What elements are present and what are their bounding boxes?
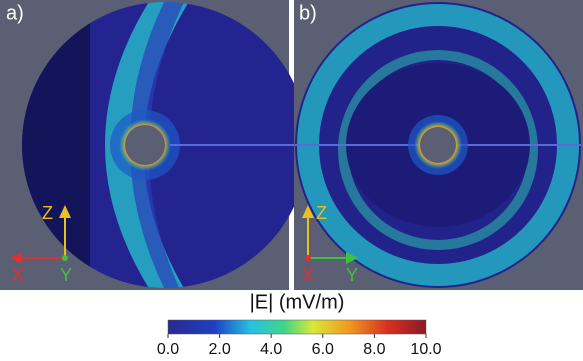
panel-label: a) [6,2,24,24]
arrow [10,252,22,264]
field-a [22,2,308,288]
colorbar-title: |E| (mV/m) [250,291,345,313]
axis-x [305,255,311,261]
axis-label: X [12,265,24,285]
axis-label: Z [316,203,327,223]
arrow [302,205,314,218]
tick-label: 8.0 [363,341,385,358]
panel-label: b) [299,2,317,24]
arrow [59,205,71,218]
axis-label: Y [346,265,358,285]
tick-label: 0.0 [157,341,179,358]
arrow [346,252,358,264]
colorbar [167,319,427,335]
tick-label: 2.0 [208,341,230,358]
axis-label: X [302,265,314,285]
colorbar-ticks: 0.0 2.0 4.0 6.0 8.0 10.0 [157,334,442,358]
axis-label: Y [60,265,72,285]
axis-y [62,255,68,261]
tick-label: 10.0 [410,341,441,358]
tick-label: 6.0 [312,341,334,358]
tick-label: 4.0 [260,341,282,358]
axis-label: Z [42,203,53,223]
field-b [295,2,581,288]
